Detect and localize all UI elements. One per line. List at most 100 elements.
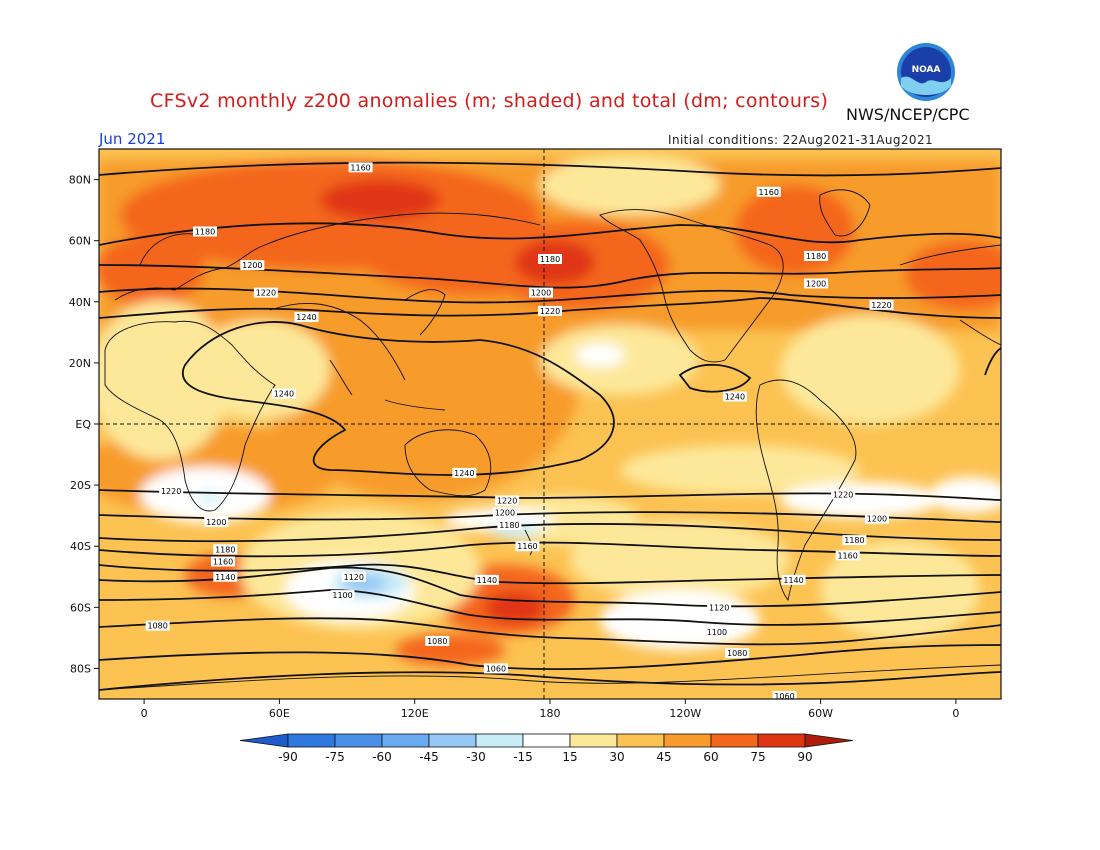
contour-label-text: 1220	[256, 289, 276, 298]
contour-label-text: 1160	[213, 558, 233, 567]
colorbar-arrow-right	[804, 733, 854, 748]
contour-label-text: 1200	[531, 289, 551, 298]
lon-label: 60E	[269, 707, 290, 720]
contour-label-text: 1200	[806, 279, 826, 288]
colorbar-segment	[428, 733, 477, 748]
contour-label: 1160	[211, 556, 236, 567]
colorbar-segment	[710, 733, 759, 748]
initial-conditions: Initial conditions: 22Aug2021-31Aug2021	[668, 133, 934, 147]
contour-label: 1200	[204, 516, 229, 527]
contour-label: 1080	[145, 620, 170, 631]
contour-label-text: 1220	[833, 490, 853, 499]
contour-label: 1080	[425, 635, 450, 646]
lat-label: 80S	[70, 662, 91, 675]
contour-label-text: 1240	[274, 389, 294, 398]
contour-label: 1140	[213, 571, 238, 582]
contour-label: 1240	[294, 312, 319, 323]
lon-label: 0	[141, 707, 148, 720]
contour-label: 1200	[492, 507, 517, 518]
contour-label: 1240	[452, 467, 477, 478]
contour-label-text: 1140	[783, 576, 803, 585]
contour-label: 1160	[835, 550, 860, 561]
lat-label: EQ	[75, 418, 91, 431]
contour-label: 1220	[253, 287, 278, 298]
agency-label: NWS/NCEP/CPC	[846, 105, 970, 124]
contour-label: 1160	[348, 162, 373, 173]
colorbar-segment	[757, 733, 806, 748]
colorbar-label: -90	[278, 750, 298, 764]
lon-label: 120W	[669, 707, 701, 720]
coastlines	[99, 189, 1001, 691]
contour-label-text: 1160	[759, 188, 779, 197]
contour-label-text: 1180	[195, 228, 215, 237]
colorbar-label: 30	[609, 750, 624, 764]
colorbar-label: -60	[372, 750, 392, 764]
contour-label-text: 1220	[540, 307, 560, 316]
contour-label-text: 1180	[844, 536, 864, 545]
contour-label-text: 1060	[774, 692, 794, 701]
colorbar-label: -45	[419, 750, 439, 764]
contour-label: 1060	[483, 663, 508, 674]
contour-label-text: 1160	[350, 163, 370, 172]
contour-label: 1200	[240, 260, 265, 271]
colorbar-label: -75	[325, 750, 345, 764]
colorbar-segment	[381, 733, 430, 748]
contour-label-text: 1220	[497, 496, 517, 505]
contour-labels: 1160 1160 1180 1180 1180 1200 1200 1200 1220 1220…	[145, 162, 894, 701]
height-contours	[99, 161, 1001, 691]
contour-label-text: 1100	[332, 591, 352, 600]
contour-label-text: 1180	[806, 252, 826, 261]
contour-label-text: 1180	[540, 255, 560, 264]
lat-label: 80N	[69, 174, 91, 187]
contour-label: 1180	[804, 250, 829, 261]
contour-label: 1120	[707, 602, 732, 613]
contour-label: 1200	[804, 278, 829, 289]
lat-label: 60N	[69, 235, 91, 248]
contour-label: 1060	[772, 690, 797, 701]
contour-label-text: 1080	[427, 637, 447, 646]
contour-label: 1200	[528, 287, 553, 298]
longitude-axis: 0 60E 120E 180 120W 60W 0	[141, 699, 959, 720]
contour-label: 1200	[864, 513, 889, 524]
forecast-period: Jun 2021	[99, 130, 166, 148]
contour-label: 1220	[159, 486, 184, 497]
contour-label-text: 1220	[871, 301, 891, 310]
contour-label: 1180	[213, 544, 238, 555]
colorbar-label: 75	[750, 750, 765, 764]
contour-label: 1120	[341, 571, 366, 582]
colorbar-label: -15	[513, 750, 533, 764]
contour-label-text: 1200	[242, 261, 262, 270]
noaa-logo-text: NOAA	[912, 65, 941, 75]
contour-label-text: 1200	[495, 509, 515, 518]
contour-label: 1180	[538, 254, 562, 264]
map-title: CFSv2 monthly z200 anomalies (m; shaded)…	[150, 90, 829, 112]
contour-label-text: 1240	[296, 313, 316, 322]
contour-label: 1140	[781, 574, 806, 585]
noaa-logo: NOAA	[897, 43, 955, 101]
contour-label-text: 1140	[215, 573, 235, 582]
colorbar-label: 60	[703, 750, 718, 764]
contour-label-text: 1200	[867, 515, 887, 524]
contour-label: 1160	[515, 541, 540, 552]
contour-label-text: 1240	[454, 469, 474, 478]
contour-label: 1240	[271, 388, 296, 399]
lon-label: 0	[952, 707, 959, 720]
colorbar-segment	[663, 733, 712, 748]
contour-label-text: 1180	[499, 521, 519, 530]
contour-label-text: 1120	[344, 573, 364, 582]
colorbar: -90 -75 -60 -45 -30 -15 15 30 45 60 75 90	[239, 733, 854, 764]
contour-label-text: 1080	[727, 649, 747, 658]
contour-label-text: 1080	[147, 622, 167, 631]
contour-label-text: 1180	[215, 545, 235, 554]
colorbar-label: 45	[656, 750, 671, 764]
colorbar-arrow-left	[239, 733, 289, 748]
lat-label: 40N	[69, 296, 91, 309]
colorbar-label: 15	[562, 750, 577, 764]
contour-label-text: 1120	[709, 603, 729, 612]
colorbar-segment	[334, 733, 383, 748]
contour-label: 1140	[474, 574, 499, 585]
contour-label: 1220	[869, 299, 894, 310]
contour-label: 1220	[831, 489, 856, 500]
lon-label: 180	[540, 707, 561, 720]
contour-label-text: 1160	[517, 542, 537, 551]
